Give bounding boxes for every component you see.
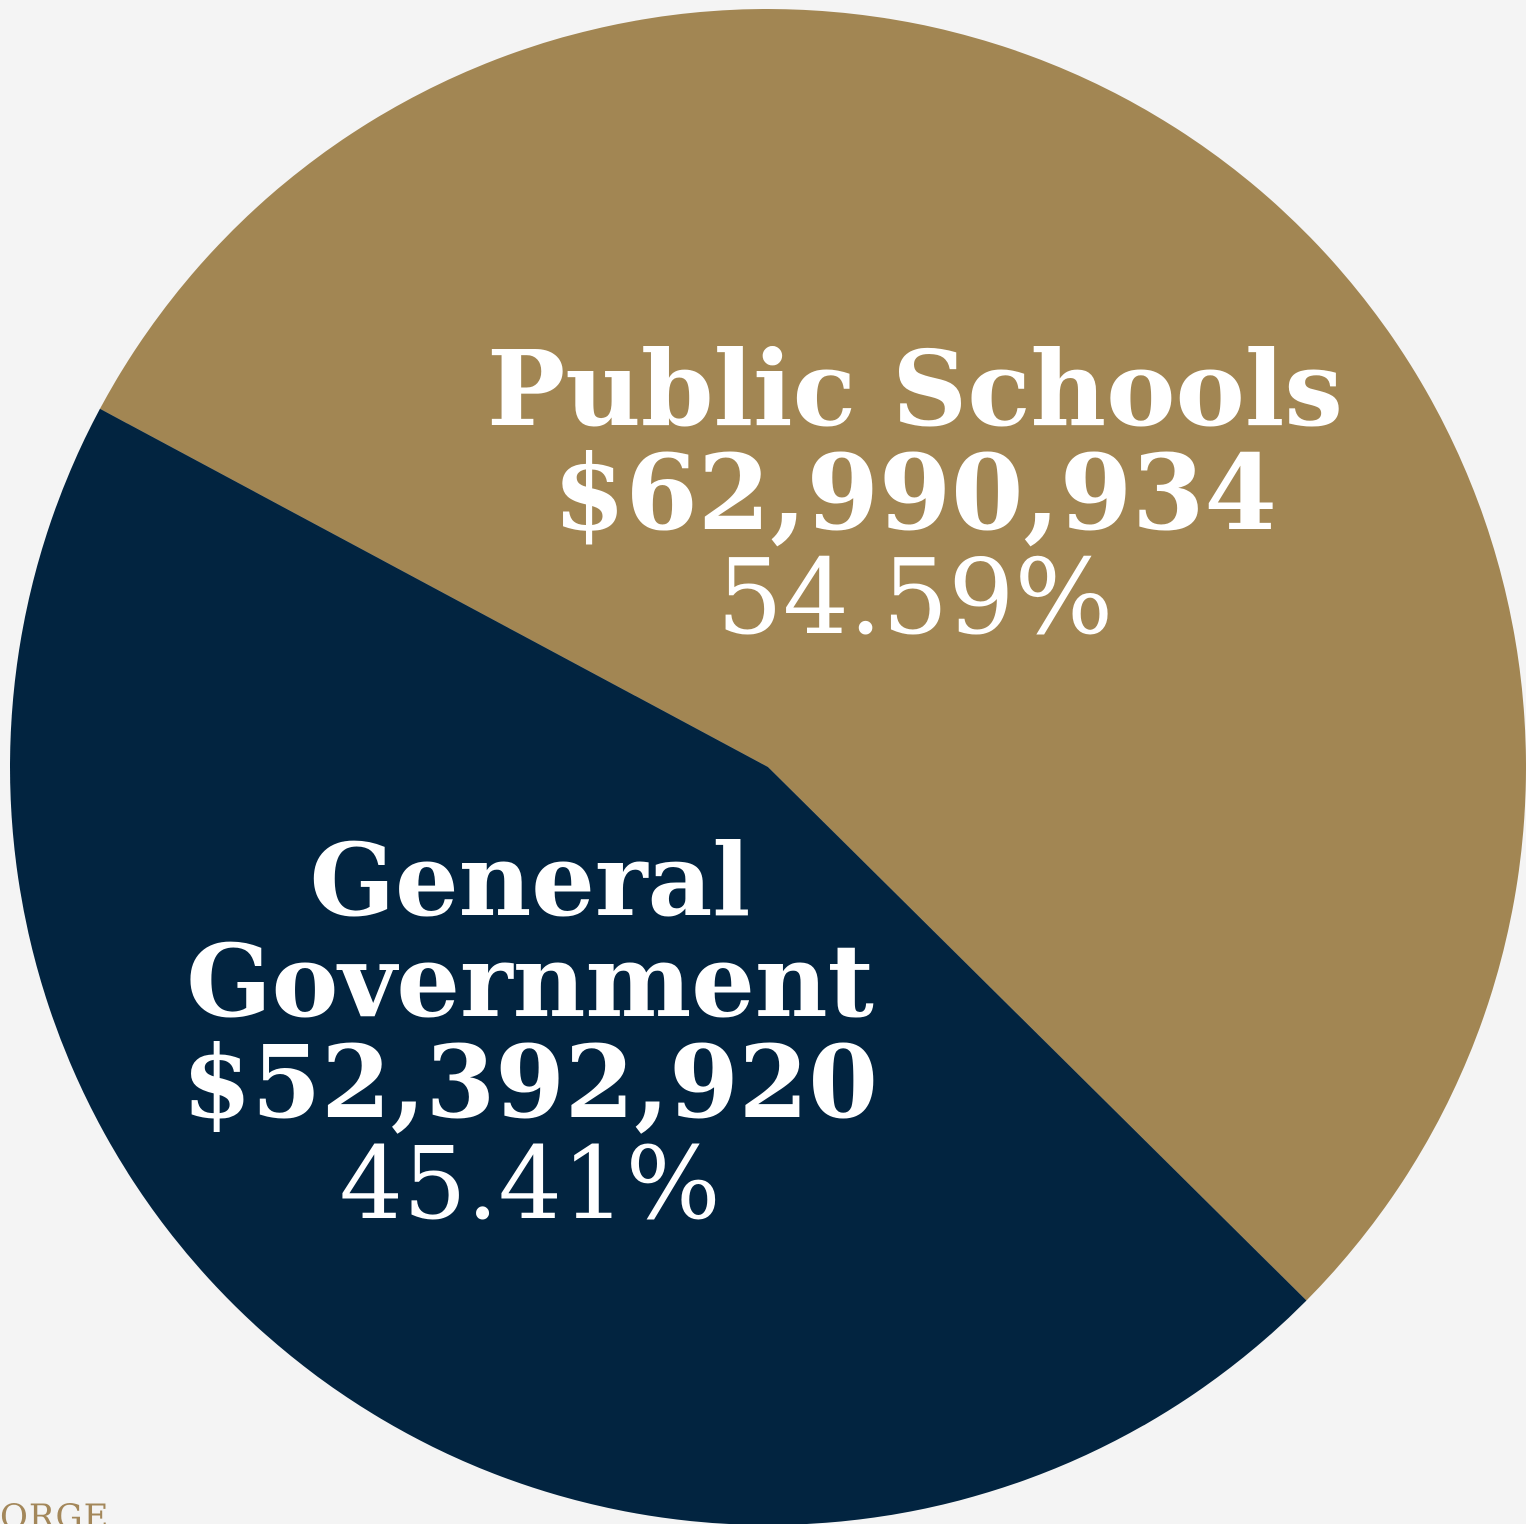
watermark-logo-text: ORGE — [0, 1497, 110, 1524]
slice-label-line: General — [310, 821, 751, 939]
slice-label-line: Public Schools — [487, 327, 1343, 450]
slice-amount-label: $62,990,934 — [553, 431, 1277, 554]
slice-amount-label: $52,392,920 — [182, 1023, 878, 1141]
pie-slices — [10, 9, 1526, 1524]
slice-percent-label: 45.41% — [339, 1125, 720, 1242]
pie-slice-public-schools — [99, 9, 1526, 1301]
slice-percent-label: 54.59% — [717, 536, 1114, 658]
slice-label-line: Government — [186, 922, 874, 1040]
pie-slice-general-government — [10, 408, 1307, 1524]
